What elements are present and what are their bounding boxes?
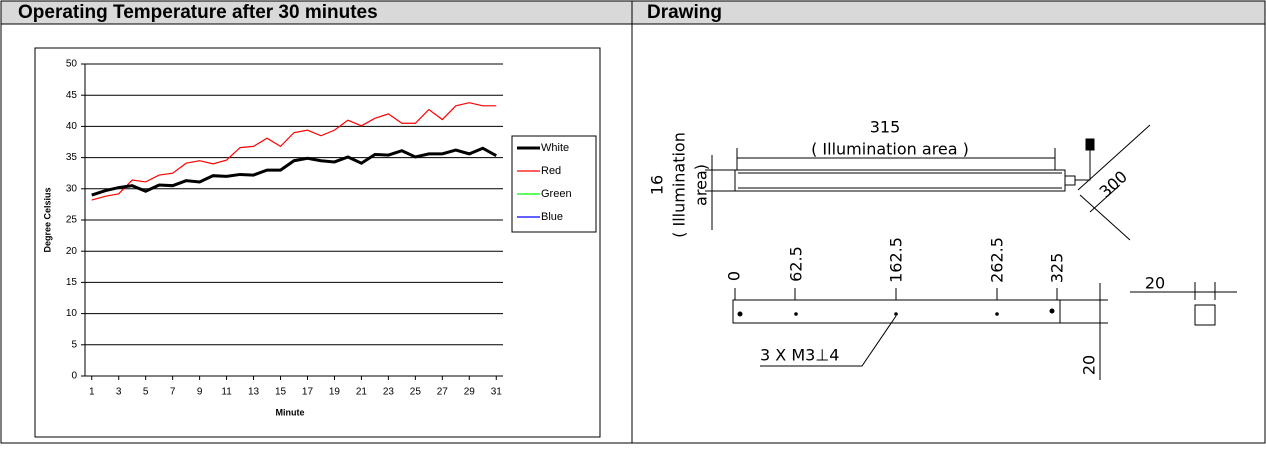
cable-dim (1079, 194, 1131, 241)
dim-label: 16 (648, 175, 667, 195)
hole (894, 312, 898, 316)
y-tick-label: 50 (66, 59, 78, 70)
series-line (91, 102, 497, 201)
position-label: 0 (725, 271, 744, 281)
header-right: Drawing (647, 2, 722, 23)
y-tick-label: 30 (66, 183, 78, 194)
position-label: 262.5 (988, 237, 1007, 283)
chart-frame (34, 47, 601, 438)
dim-label: 300 (1096, 167, 1131, 202)
x-tick-label: 11 (221, 387, 232, 398)
hole (737, 311, 743, 317)
y-tick-label: 45 (66, 90, 78, 101)
position-label: 162.5 (887, 237, 906, 283)
dim-label: 20 (1145, 274, 1165, 293)
y-tick-label: 10 (66, 308, 78, 319)
x-tick-label: 5 (143, 387, 149, 398)
series-line (91, 146, 497, 197)
hole (995, 312, 999, 316)
legend-label: White (541, 142, 569, 154)
y-tick-label: 25 (66, 215, 78, 226)
cable (1075, 150, 1091, 181)
cable-dim (1089, 184, 1121, 213)
legend-label: Red (541, 165, 561, 177)
x-tick-label: 29 (464, 387, 476, 398)
y-tick-label: 35 (66, 152, 78, 163)
position-label: 325 (1048, 253, 1067, 284)
header-bg (1, 1, 1265, 24)
y-tick-label: 15 (66, 277, 78, 288)
x-tick-label: 15 (275, 387, 287, 398)
legend-label: Green (541, 188, 572, 200)
legend-box (511, 135, 597, 233)
x-tick-label: 21 (356, 387, 368, 398)
x-axis-label: Minute (276, 407, 305, 417)
x-tick-label: 19 (329, 387, 341, 398)
header-left: Operating Temperature after 30 minutes (18, 2, 378, 23)
x-tick-label: 13 (248, 387, 260, 398)
x-tick-label: 17 (302, 387, 314, 398)
x-tick-label: 25 (410, 387, 422, 398)
leader (760, 315, 897, 367)
dim-note: area) (692, 164, 711, 206)
x-tick-label: 3 (116, 387, 122, 398)
hole-note: 3 X M3⊥4 (760, 346, 839, 365)
hole (794, 312, 798, 316)
drawing (705, 124, 1237, 380)
x-tick-label: 1 (89, 387, 95, 398)
dim-label: 20 (1080, 355, 1099, 375)
plug (1085, 138, 1095, 151)
y-tick-label: 20 (66, 246, 78, 257)
hole (1049, 308, 1055, 314)
section (1194, 304, 1216, 326)
y-axis-label: Degree Celsius (42, 187, 52, 252)
y-tick-label: 5 (71, 339, 77, 350)
x-tick-label: 31 (491, 387, 503, 398)
x-tick-label: 23 (383, 387, 395, 398)
cable-dim (1077, 124, 1151, 191)
x-tick-label: 7 (170, 387, 176, 398)
dim-note: ( Illumination (670, 132, 689, 238)
dim-label: 315 (870, 118, 901, 137)
y-tick-label: 40 (66, 121, 78, 132)
y-tick-label: 0 (71, 371, 77, 382)
dim-note: ( Illumination area ) (811, 140, 969, 159)
position-label: 62.5 (787, 246, 806, 282)
x-tick-label: 9 (197, 387, 203, 398)
x-tick-label: 27 (437, 387, 449, 398)
connector (1064, 175, 1076, 186)
bar-bottom (732, 299, 1061, 324)
legend-label: Blue (541, 211, 563, 223)
